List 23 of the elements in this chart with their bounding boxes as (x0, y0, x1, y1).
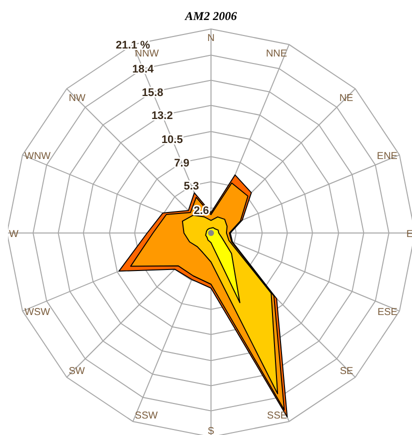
spoke-label: W (9, 229, 19, 240)
y-tick-label: 5.3 (184, 180, 200, 193)
y-tick-label: 18.4 (132, 64, 155, 76)
spoke-label: SSW (134, 410, 158, 422)
y-tick-label: 15.8 (142, 86, 164, 99)
spoke-label: S (208, 426, 215, 435)
spoke-label: N (207, 33, 215, 44)
spoke-label: WSW (24, 307, 51, 318)
spoke-label: SW (68, 366, 86, 378)
y-tick-label: 13.2 (151, 110, 173, 122)
spoke-label: ENE (376, 150, 398, 162)
spoke-label: SE (340, 366, 354, 378)
spoke-label: NNE (266, 48, 288, 60)
y-tick-label: 10.5 (161, 134, 183, 146)
y-tick-label: 7.9 (174, 157, 190, 170)
spoke-label: NW (68, 92, 86, 104)
y-tick-label: 2.6 (194, 204, 210, 217)
chart-title: AM2 2006 (184, 9, 237, 23)
spoke-label: SSE (267, 410, 288, 422)
spoke-label: WNW (24, 150, 52, 162)
spoke-label: ESE (377, 307, 398, 318)
spoke-label: NE (339, 92, 354, 104)
spoke-label: NNW (134, 48, 160, 60)
